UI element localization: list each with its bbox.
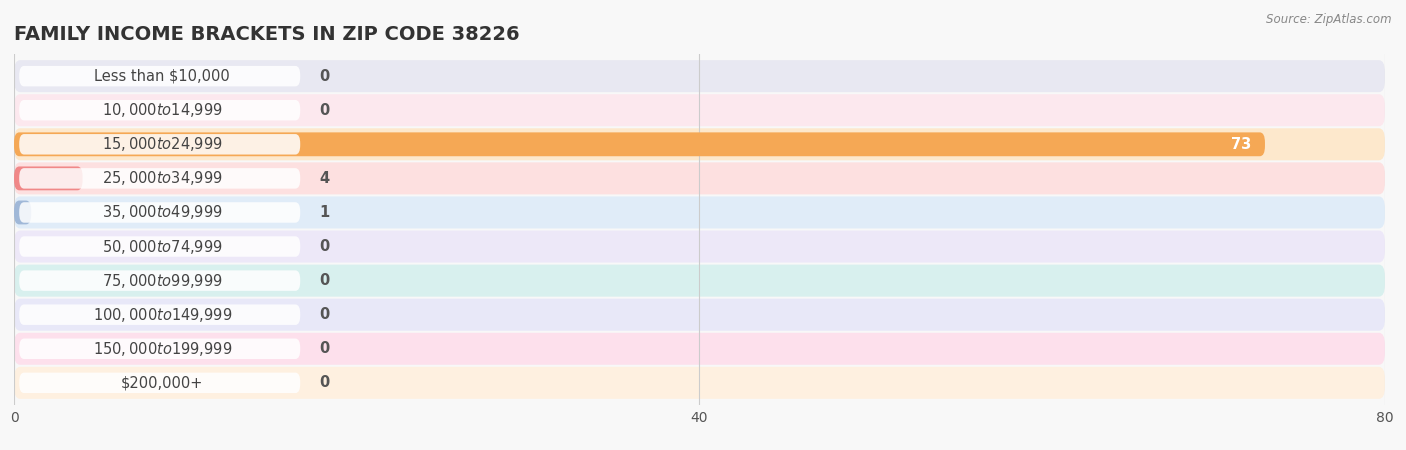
FancyBboxPatch shape bbox=[14, 94, 1385, 126]
Text: 0: 0 bbox=[319, 239, 329, 254]
FancyBboxPatch shape bbox=[14, 132, 1265, 156]
Text: $15,000 to $24,999: $15,000 to $24,999 bbox=[101, 135, 222, 153]
FancyBboxPatch shape bbox=[20, 100, 301, 121]
Text: 0: 0 bbox=[319, 307, 329, 322]
FancyBboxPatch shape bbox=[20, 134, 301, 154]
Text: 73: 73 bbox=[1232, 137, 1251, 152]
Text: 0: 0 bbox=[319, 103, 329, 118]
Text: 0: 0 bbox=[319, 273, 329, 288]
FancyBboxPatch shape bbox=[20, 305, 301, 325]
Text: $10,000 to $14,999: $10,000 to $14,999 bbox=[101, 101, 222, 119]
FancyBboxPatch shape bbox=[14, 265, 1385, 297]
Text: 4: 4 bbox=[319, 171, 329, 186]
FancyBboxPatch shape bbox=[20, 236, 301, 257]
Text: $150,000 to $199,999: $150,000 to $199,999 bbox=[93, 340, 232, 358]
FancyBboxPatch shape bbox=[14, 367, 1385, 399]
FancyBboxPatch shape bbox=[14, 60, 1385, 92]
Text: Source: ZipAtlas.com: Source: ZipAtlas.com bbox=[1267, 14, 1392, 27]
Text: 0: 0 bbox=[319, 69, 329, 84]
FancyBboxPatch shape bbox=[14, 201, 31, 225]
FancyBboxPatch shape bbox=[14, 230, 1385, 262]
Text: $50,000 to $74,999: $50,000 to $74,999 bbox=[101, 238, 222, 256]
FancyBboxPatch shape bbox=[20, 168, 301, 189]
Text: $200,000+: $200,000+ bbox=[121, 375, 204, 390]
Text: $100,000 to $149,999: $100,000 to $149,999 bbox=[93, 306, 232, 324]
Text: 0: 0 bbox=[319, 375, 329, 390]
FancyBboxPatch shape bbox=[20, 270, 301, 291]
Text: $25,000 to $34,999: $25,000 to $34,999 bbox=[101, 169, 222, 187]
FancyBboxPatch shape bbox=[20, 202, 301, 223]
Text: FAMILY INCOME BRACKETS IN ZIP CODE 38226: FAMILY INCOME BRACKETS IN ZIP CODE 38226 bbox=[14, 25, 520, 44]
FancyBboxPatch shape bbox=[14, 162, 1385, 194]
FancyBboxPatch shape bbox=[14, 128, 1385, 160]
Text: 1: 1 bbox=[319, 205, 329, 220]
FancyBboxPatch shape bbox=[20, 338, 301, 359]
Text: Less than $10,000: Less than $10,000 bbox=[94, 69, 231, 84]
Text: 0: 0 bbox=[319, 341, 329, 356]
FancyBboxPatch shape bbox=[14, 197, 1385, 229]
FancyBboxPatch shape bbox=[20, 66, 301, 86]
Text: $75,000 to $99,999: $75,000 to $99,999 bbox=[101, 272, 222, 290]
Text: $35,000 to $49,999: $35,000 to $49,999 bbox=[101, 203, 222, 221]
FancyBboxPatch shape bbox=[20, 373, 301, 393]
FancyBboxPatch shape bbox=[14, 299, 1385, 331]
FancyBboxPatch shape bbox=[14, 333, 1385, 365]
FancyBboxPatch shape bbox=[14, 166, 83, 190]
